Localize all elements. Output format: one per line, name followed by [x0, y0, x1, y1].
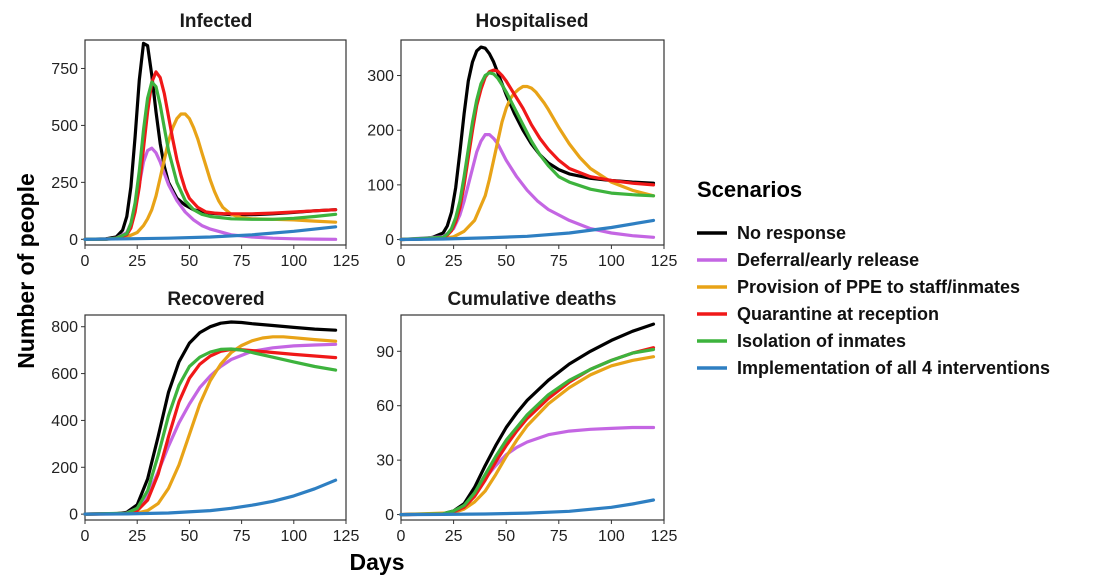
series-line-provision-of-ppe-to-staff-inmates [399, 355, 656, 517]
panel-cumulative-deaths: Cumulative deaths 0 25 50 75 100 125 0 30 60 90 [376, 289, 677, 545]
legend-item: No response [697, 223, 846, 243]
plot-frame [400, 314, 665, 521]
series-line-isolation-of-inmates [83, 80, 338, 241]
series-line-implementation-of-all-4-interventions [83, 225, 338, 241]
x-tick-label: 100 [598, 253, 625, 270]
y-tick-label: 300 [367, 68, 394, 85]
x-axis-title: Days [350, 549, 405, 575]
x-tick-label: 100 [280, 528, 307, 545]
x-tick-label: 50 [181, 528, 199, 545]
x-tick-label: 0 [397, 253, 406, 270]
x-tick-label: 25 [128, 528, 146, 545]
y-tick-label: 0 [385, 507, 394, 524]
x-tick-label: 75 [550, 253, 568, 270]
legend-item: Provision of PPE to staff/inmates [697, 277, 1020, 297]
x-tick-label: 125 [333, 253, 360, 270]
series-line-provision-of-ppe-to-staff-inmates [399, 84, 656, 242]
series-line-quarantine-at-reception [399, 68, 656, 242]
x-tick-label: 125 [651, 528, 678, 545]
x-tick-label: 75 [550, 528, 568, 545]
x-tick-label: 75 [233, 528, 251, 545]
x-tick-label: 100 [280, 253, 307, 270]
series-line-provision-of-ppe-to-staff-inmates [83, 112, 338, 241]
x-tick-label: 0 [81, 528, 90, 545]
panel-title: Cumulative deaths [448, 289, 617, 310]
y-tick-label: 100 [367, 177, 394, 194]
x-tick-label: 0 [397, 528, 406, 545]
series-line-deferral-early-release [399, 133, 656, 242]
y-tick-label: 0 [385, 232, 394, 249]
y-tick-label: 0 [69, 507, 78, 524]
series-line-quarantine-at-reception [83, 347, 338, 516]
panel-recovered: Recovered 0 25 50 75 100 125 0 200 400 600 800 [51, 289, 359, 545]
legend-label: Quarantine at reception [737, 304, 939, 324]
series-line-deferral-early-release [399, 425, 656, 517]
series-line-no-response [83, 41, 338, 241]
series-line-provision-of-ppe-to-staff-inmates [83, 335, 338, 516]
panel-infected: Infected 0 25 50 75 100 125 0 250 500 750 [51, 11, 359, 270]
x-tick-label: 125 [651, 253, 678, 270]
panel-title: Recovered [167, 289, 264, 310]
legend-item: Isolation of inmates [697, 331, 906, 351]
x-tick-label: 50 [497, 253, 515, 270]
legend-item: Deferral/early release [697, 250, 919, 270]
y-tick-label: 60 [376, 398, 394, 415]
series-line-implementation-of-all-4-interventions [399, 218, 656, 242]
series-line-isolation-of-inmates [399, 347, 656, 517]
series-line-deferral-early-release [83, 342, 338, 516]
plot-frame [84, 39, 347, 246]
y-tick-label: 90 [376, 344, 394, 361]
plot-frame [84, 314, 347, 521]
legend-item: Implementation of all 4 interventions [697, 358, 1050, 378]
x-tick-label: 125 [333, 528, 360, 545]
y-tick-label: 200 [367, 123, 394, 140]
legend: Scenarios No response Deferral/early rele… [697, 177, 1050, 378]
legend-label: Isolation of inmates [737, 331, 906, 351]
y-tick-label: 400 [51, 413, 78, 430]
y-tick-label: 750 [51, 61, 78, 78]
y-tick-label: 0 [69, 232, 78, 249]
legend-title: Scenarios [697, 177, 802, 202]
y-tick-label: 600 [51, 366, 78, 383]
y-tick-label: 800 [51, 319, 78, 336]
y-tick-label: 500 [51, 118, 78, 135]
legend-label: Implementation of all 4 interventions [737, 358, 1050, 378]
x-tick-label: 50 [497, 528, 515, 545]
y-tick-label: 200 [51, 460, 78, 477]
panel-title: Infected [180, 11, 253, 32]
panel-title: Hospitalised [476, 11, 589, 32]
y-axis-title: Number of people [13, 173, 39, 369]
panel-hospitalised: Hospitalised 0 25 50 75 100 125 0 100 200 300 [367, 11, 677, 270]
x-tick-label: 0 [81, 253, 90, 270]
legend-item: Quarantine at reception [697, 304, 939, 324]
series-line-implementation-of-all-4-interventions [83, 478, 338, 516]
series-line-isolation-of-inmates [399, 71, 656, 242]
x-tick-label: 75 [233, 253, 251, 270]
y-tick-label: 30 [376, 453, 394, 470]
legend-label: No response [737, 223, 846, 243]
x-tick-label: 25 [128, 253, 146, 270]
legend-label: Provision of PPE to staff/inmates [737, 277, 1020, 297]
series-line-no-response [83, 320, 338, 516]
x-tick-label: 25 [445, 528, 463, 545]
series-line-quarantine-at-reception [399, 346, 656, 517]
x-tick-label: 100 [598, 528, 625, 545]
plot-frame [400, 39, 665, 246]
series-line-no-response [399, 45, 656, 242]
x-tick-label: 50 [181, 253, 199, 270]
y-tick-label: 250 [51, 175, 78, 192]
x-tick-label: 25 [445, 253, 463, 270]
series-line-isolation-of-inmates [83, 347, 338, 516]
legend-label: Deferral/early release [737, 250, 919, 270]
series-line-implementation-of-all-4-interventions [399, 498, 656, 517]
